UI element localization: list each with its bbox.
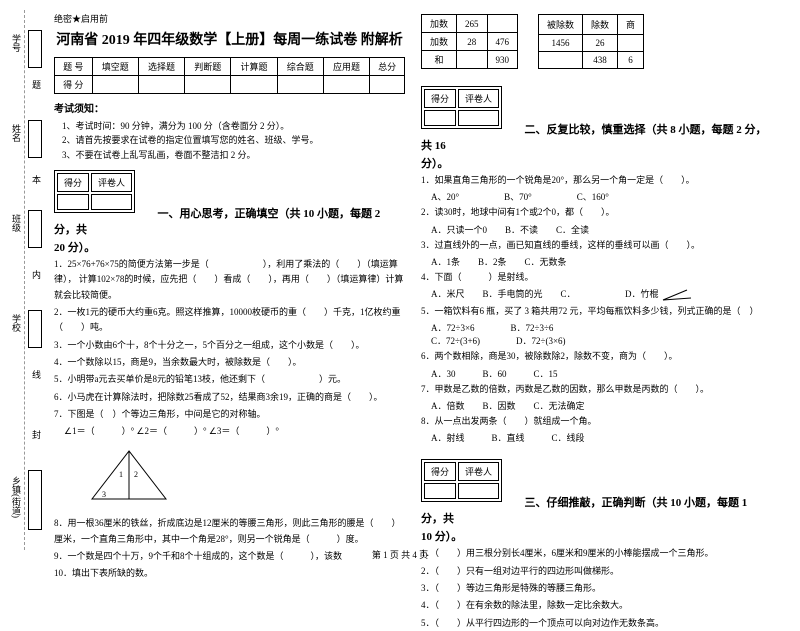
eval-box-1: 得分评卷人 bbox=[54, 170, 135, 213]
side-char-4: 线 bbox=[30, 370, 43, 379]
score-header-row: 题 号 填空题 选择题 判断题 计算题 综合题 应用题 总分 bbox=[55, 58, 405, 76]
score-value-row: 得 分 bbox=[55, 76, 405, 94]
q2-1-opts: A、20° B、70° C、160° bbox=[431, 190, 772, 203]
svg-text:3: 3 bbox=[102, 490, 106, 499]
section-3-points: 10 分）。 bbox=[421, 528, 772, 544]
q2-7: 7．甲数是乙数的倍数，丙数是乙数的因数，那么甲数是丙数的（ ）。 bbox=[421, 382, 772, 397]
secrecy-note: 绝密★启用前 bbox=[54, 12, 405, 25]
q3-4: 4．（ ）在有余数的除法里，除数一定比余数大。 bbox=[421, 598, 772, 613]
q2-1: 1．如果直角三角形的一个锐角是20°，那么另一个角一定是（ ）。 bbox=[421, 173, 772, 188]
bind-label-3: 班级 bbox=[10, 214, 23, 232]
side-char-5: 封 bbox=[30, 430, 43, 439]
q2-3-opts: A．1条 B．2条 C．无数条 bbox=[431, 255, 772, 268]
notices: 1、考试时间：90 分钟，满分为 100 分（含卷面分 2 分）。 2、请首先按… bbox=[54, 119, 405, 162]
q1-1: 1．25×76+76×75的简便方法第一步是（ ），利用了乘法的（ ）（填运算律… bbox=[54, 257, 405, 303]
right-column: 加数265 加数28476 和930 被除数除数商 145626 4386 得分… bbox=[413, 12, 780, 557]
q2-8-opts: A．射线 B．直线 C．线段 bbox=[431, 431, 772, 444]
dashed-line bbox=[24, 10, 25, 550]
bind-label-5: 乡镇(街道) bbox=[10, 476, 23, 518]
bind-box-3 bbox=[28, 210, 42, 248]
bind-label-1: 学号 bbox=[10, 34, 23, 52]
q1-5: 5．小明带a元去买单价是8元的铅笔13枝，他还剩下（ ）元。 bbox=[54, 372, 405, 387]
section-1-points: 20 分）。 bbox=[54, 239, 405, 255]
svg-text:2: 2 bbox=[134, 470, 138, 479]
notice-1: 1、考试时间：90 分钟，满分为 100 分（含卷面分 2 分）。 bbox=[62, 119, 405, 133]
triangle-figure: 1 2 3 bbox=[84, 447, 174, 505]
bind-label-2: 姓名 bbox=[10, 124, 23, 142]
side-char-2: 本 bbox=[30, 175, 43, 184]
side-char-1: 题 bbox=[30, 80, 43, 89]
ray-icon bbox=[661, 288, 711, 302]
binding-margin: 学号 题 姓名 本 班级 内 学校 线 封 乡镇(街道) bbox=[6, 10, 42, 550]
q3-2: 2．（ ）只有一组对边平行的四边形叫做梯形。 bbox=[421, 564, 772, 579]
q1-8: 8．用一根36厘米的铁丝，折成底边是12厘米的等腰三角形，则此三角形的腰是（ ）… bbox=[54, 516, 405, 547]
q3-5: 5．（ ）从平行四边形的一个顶点可以向对边作无数条高。 bbox=[421, 616, 772, 631]
bind-label-4: 学校 bbox=[10, 314, 23, 332]
q1-3: 3．一个小数由6个十，8个十分之一，5个百分之一组成，这个小数是（ ）。 bbox=[54, 338, 405, 353]
notice-title: 考试须知： bbox=[54, 100, 405, 115]
q2-5: 5．一箱饮料有6 瓶，买了 3 箱共用72 元，平均每瓶饮料多少钱，列式正确的是… bbox=[421, 304, 772, 319]
bind-box-1 bbox=[28, 30, 42, 68]
q1-6: 6．小马虎在计算除法时，把除数25看成了52，结果商3余19，正确的商是（ ）。 bbox=[54, 390, 405, 405]
page-footer: 第 1 页 共 4 页 bbox=[0, 548, 800, 561]
bind-box-4 bbox=[28, 310, 42, 348]
svg-text:1: 1 bbox=[119, 470, 123, 479]
q3-3: 3．（ ）等边三角形是特殊的等腰三角形。 bbox=[421, 581, 772, 596]
side-char-3: 内 bbox=[30, 270, 43, 279]
q2-4: 4．下面（ ）是射线。 bbox=[421, 270, 772, 285]
eval-box-2: 得分评卷人 bbox=[421, 86, 502, 129]
q1-7: 7．下图是（ ）个等边三角形，中间是它的对称轴。 bbox=[54, 407, 405, 422]
page-container: 绝密★启用前 河南省 2019 年四年级数学【上册】每周一练试卷 附解析 题 号… bbox=[0, 0, 800, 565]
q2-5-opts: A．72÷3×6 B．72÷3÷6 C．72÷(3+6) D．72÷(3×6) bbox=[431, 321, 772, 347]
score-table: 题 号 填空题 选择题 判断题 计算题 综合题 应用题 总分 得 分 bbox=[54, 57, 405, 94]
q1-10: 10．填出下表所缺的数。 bbox=[54, 566, 405, 581]
q2-6-opts: A．30 B．60 C．15 bbox=[431, 367, 772, 380]
section-2-points: 分）。 bbox=[421, 155, 772, 171]
bind-box-5 bbox=[28, 470, 42, 530]
q2-3: 3．过直线外的一点，画已知直线的垂线，这样的垂线可以画（ ）。 bbox=[421, 238, 772, 253]
q2-6: 6．两个数相除，商是30，被除数除2，除数不变，商为（ ）。 bbox=[421, 349, 772, 364]
q1-2: 2．一枚1元的硬币大约重6克。照这样推算，10000枚硬币的重（ ）千克，1亿枚… bbox=[54, 305, 405, 336]
data-tables-row: 加数265 加数28476 和930 被除数除数商 145626 4386 bbox=[421, 12, 772, 71]
q2-2: 2．读30时，地球中间有1个或2个0，都（ ）。 bbox=[421, 205, 772, 220]
bind-box-2 bbox=[28, 120, 42, 158]
q2-8: 8．从一点出发两条（ ）就组成一个角。 bbox=[421, 414, 772, 429]
left-column: 绝密★启用前 河南省 2019 年四年级数学【上册】每周一练试卷 附解析 题 号… bbox=[46, 12, 413, 557]
q1-4: 4．一个数除以15，商是9，当余数最大时，被除数是（ ）。 bbox=[54, 355, 405, 370]
q2-4-opts: A．米尺 B．手电筒的光 C． D．竹棍 bbox=[431, 287, 772, 302]
addition-table: 加数265 加数28476 和930 bbox=[421, 14, 518, 69]
division-table: 被除数除数商 145626 4386 bbox=[538, 14, 644, 69]
notice-3: 3、不要在试卷上乱写乱画，卷面不整洁扣 2 分。 bbox=[62, 148, 405, 162]
q1-7b: ∠1＝（ ）° ∠2＝（ ）° ∠3＝（ ）° bbox=[64, 424, 405, 439]
eval-box-3: 得分评卷人 bbox=[421, 459, 502, 502]
notice-2: 2、请首先按要求在试卷的指定位置填写您的姓名、班级、学号。 bbox=[62, 133, 405, 147]
q2-7-opts: A．倍数 B．因数 C．无法确定 bbox=[431, 399, 772, 412]
q2-2-opts: A．只读一个0 B．不读 C．全读 bbox=[431, 223, 772, 236]
exam-title: 河南省 2019 年四年级数学【上册】每周一练试卷 附解析 bbox=[54, 29, 405, 49]
